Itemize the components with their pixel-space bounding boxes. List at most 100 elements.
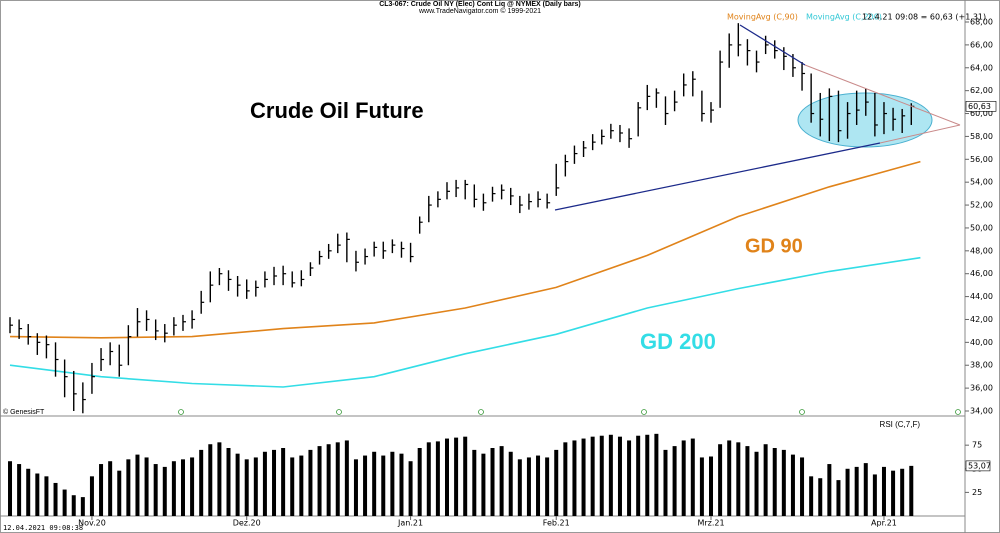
rsi-bar — [390, 451, 395, 516]
rsi-bar — [627, 440, 632, 516]
y-tick-label: 60,00 — [970, 109, 993, 118]
rsi-bar — [790, 454, 795, 516]
rsi-bar — [763, 444, 768, 516]
rsi-bar — [17, 464, 22, 516]
rsi-bar — [699, 457, 704, 516]
rsi-bar — [581, 438, 586, 516]
price-panel — [9, 23, 921, 414]
rsi-bar — [399, 453, 404, 516]
timestamp: 12.04.2021 09:08:38 — [3, 524, 83, 532]
rsi-bar — [490, 448, 495, 516]
rsi-bar — [818, 478, 823, 516]
rsi-bar — [144, 457, 149, 516]
legend-value: 12.4.21 09:08 = 60,63 (+1,31) — [862, 13, 986, 22]
annotation-gd200: GD 200 — [640, 329, 716, 354]
rsi-bar — [299, 455, 304, 516]
rsi-bar — [326, 444, 331, 516]
rsi-bar — [290, 457, 295, 516]
x-tick-label: Jan.21 — [397, 519, 423, 528]
y-tick-label: 56,00 — [970, 155, 993, 164]
last-rsi-label: 53,07 — [968, 461, 991, 470]
rsi-bar — [426, 442, 431, 516]
y-tick-label: 48,00 — [970, 246, 993, 255]
y-tick-label: 42,00 — [970, 315, 993, 324]
rsi-bar — [554, 449, 559, 516]
rsi-bar — [590, 436, 595, 516]
rsi-bar — [709, 456, 714, 516]
rsi-bar — [262, 451, 267, 516]
last-rsi-box — [965, 460, 991, 472]
rsi-bar — [536, 455, 541, 516]
rsi-bar — [180, 459, 185, 516]
header: CL3-067: Crude Oil NY (Elec) Cont Liq @ … — [379, 1, 581, 8]
rsi-bar — [435, 441, 440, 516]
moving-average — [9, 256, 921, 388]
rsi-bar — [308, 449, 313, 516]
rsi-bar — [244, 459, 249, 516]
y-tick-label: 62,00 — [970, 86, 993, 95]
rsi-bar — [654, 433, 659, 516]
rsi-bar — [900, 468, 905, 516]
axes: 34,00 36,00 38,00 40,00 42,00 44,00 46,00 48,00… — [78, 18, 997, 528]
rsi-bar — [718, 444, 723, 516]
rsi-bar — [199, 449, 204, 516]
rsi-bar — [545, 457, 550, 516]
legend-ma90: MovingAvg (C,90) — [727, 13, 798, 22]
rsi-bar — [62, 489, 67, 516]
rsi-bar — [190, 457, 195, 516]
annotation-gd90: GD 90 — [745, 235, 803, 257]
y-tick-label: 40,00 — [970, 338, 993, 347]
x-tick-label: Mrz.21 — [697, 519, 724, 528]
rsi-bar — [353, 459, 358, 516]
last-price-label: 60,63 — [968, 102, 991, 111]
rsi-bar — [872, 474, 877, 516]
rsi-bar — [344, 440, 349, 516]
trend-line — [554, 142, 881, 211]
rsi-bar — [281, 448, 286, 516]
rsi-bar — [99, 464, 104, 516]
rsi-bar — [126, 459, 131, 516]
rsi-bar — [108, 461, 113, 516]
rsi-bar — [690, 438, 695, 516]
rsi-bar — [80, 497, 85, 516]
y-tick-label: 44,00 — [970, 292, 993, 301]
y-tick-label: 64,00 — [970, 63, 993, 72]
rsi-bar — [845, 468, 850, 516]
y-tick-label: 36,00 — [970, 384, 993, 393]
rsi-bar — [854, 466, 859, 516]
annotation-title: Crude Oil Future — [250, 98, 424, 123]
moving-average — [9, 160, 921, 339]
y-tick-label: 34,00 — [970, 406, 993, 415]
y-tick-label: 66,00 — [970, 40, 993, 49]
trend-line — [804, 64, 961, 126]
rsi-bar — [526, 457, 531, 516]
x-tick-label: Apr.21 — [871, 519, 897, 528]
rsi-bar — [71, 495, 76, 516]
rsi-bar — [35, 473, 40, 516]
rsi-bar — [26, 468, 31, 516]
rsi-bar — [217, 442, 222, 516]
rsi-bar — [499, 446, 504, 516]
rsi-bar — [617, 436, 622, 516]
event-markers — [178, 409, 961, 415]
rsi-label: RSI (C,7,F) — [880, 420, 921, 429]
rsi-bar — [508, 451, 513, 516]
rsi-bar — [909, 465, 914, 516]
rsi-bar — [572, 440, 577, 516]
rsi-bar — [135, 454, 140, 516]
rsi-bar — [44, 476, 49, 516]
rsi-bar — [645, 434, 650, 516]
rsi-panel — [8, 433, 914, 516]
rsi-bar — [800, 457, 805, 516]
x-tick-label: Feb.21 — [543, 519, 570, 528]
rsi-bar — [444, 438, 449, 516]
last-price-box — [965, 101, 997, 112]
rsi-bar — [827, 464, 832, 516]
rsi-bar — [681, 440, 686, 516]
rsi-bar — [363, 455, 368, 516]
rsi-bar — [517, 459, 522, 516]
rsi-bar — [8, 461, 13, 516]
rsi-bar — [836, 480, 841, 516]
